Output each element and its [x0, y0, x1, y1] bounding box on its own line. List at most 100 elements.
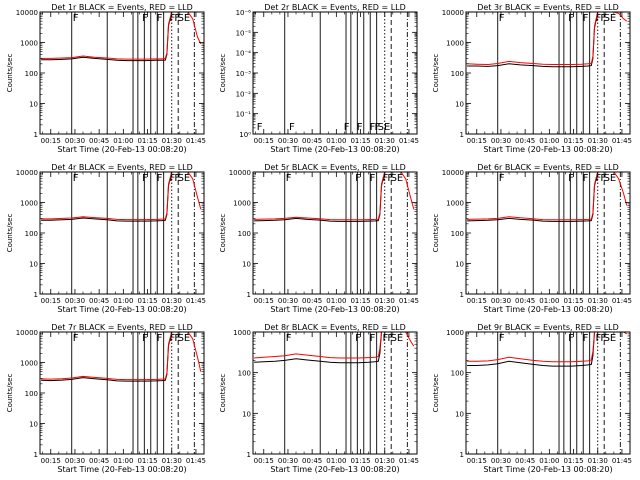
y-axis-label: Counts/sec [432, 214, 440, 253]
y-axis-label: Counts/sec [219, 374, 227, 413]
y-tick-label: 100 [25, 390, 38, 398]
y-tick-label: 10000 [16, 9, 38, 17]
y-tick-label: 1 [34, 291, 38, 299]
panel-title: Det 6r BLACK = Events, RED = LLD [477, 163, 619, 172]
x-tick-label: 01:00 [113, 137, 133, 145]
series-line-lld [41, 12, 202, 60]
x-tick-label: 01:45 [186, 297, 206, 305]
flag-label: F [170, 173, 176, 184]
x-tick-label: 01:15 [350, 457, 370, 465]
x-tick-label: 00:45 [515, 297, 535, 305]
y-tick-label: 1000 [20, 40, 38, 48]
y-tick-label: 1000 [20, 200, 38, 208]
plot-frame [465, 11, 631, 135]
series-line-lld [41, 172, 202, 221]
panel-title: Det 5r BLACK = Events, RED = LLD [264, 163, 406, 172]
flag-label: F [357, 122, 363, 133]
y-tick-label: 10 [455, 101, 464, 109]
flag-label: F [73, 333, 79, 344]
flag-label: SE [604, 333, 617, 344]
flag-label: F [355, 173, 361, 184]
flag-label: SE [378, 122, 391, 133]
x-axis-label: Start Time (20-Feb-13 00:08:20) [483, 305, 612, 314]
marker-lines [497, 12, 621, 134]
x-tick-label: 01:00 [113, 297, 133, 305]
flag-label: SE [178, 13, 191, 24]
x-tick-label: 01:15 [137, 457, 157, 465]
y-tick-label: 1000 [20, 360, 38, 368]
series-line-events [467, 12, 601, 68]
x-tick-label: 01:15 [563, 297, 583, 305]
series-line-events [41, 332, 175, 382]
y-tick-label: 100 [451, 230, 464, 238]
flag-label: F [289, 122, 295, 133]
plot-frame [465, 331, 631, 455]
flag-label: F [387, 173, 393, 184]
y-tick-label: 10000 [229, 169, 251, 177]
flag-label: F [499, 333, 505, 344]
x-tick-label: 01:00 [539, 137, 559, 145]
y-tick-label: 1 [247, 451, 251, 459]
y-tick-label: 10⁻³ [236, 70, 252, 78]
marker-lines [284, 12, 408, 134]
flag-label: F [583, 333, 589, 344]
flag-label: SE [178, 333, 191, 344]
x-tick-label: 01:45 [612, 457, 632, 465]
x-tick-label: 01:15 [350, 297, 370, 305]
x-tick-label: 00:15 [41, 137, 61, 145]
flag-label: F [596, 173, 602, 184]
x-tick-label: 00:45 [89, 457, 109, 465]
y-tick-label: 1 [460, 451, 464, 459]
x-axis-label: Start Time (20-Feb-13 00:08:20) [483, 145, 612, 154]
y-tick-label: 10⁻⁶ [236, 9, 252, 17]
flag-label: F [499, 173, 505, 184]
marker-lines [497, 332, 621, 454]
flag-label: F [157, 173, 163, 184]
x-tick-label: 01:45 [186, 137, 206, 145]
flag-label: F [387, 333, 393, 344]
x-tick-label: 00:45 [302, 137, 322, 145]
flag-label: F [568, 13, 574, 24]
x-tick-label: 01:30 [162, 137, 182, 145]
marker-lines [71, 172, 195, 294]
flag-label: F [174, 333, 180, 344]
x-tick-label: 01:45 [399, 297, 419, 305]
x-axis-label: Start Time (20-Feb-13 00:08:20) [57, 465, 186, 474]
x-tick-label: 01:30 [375, 297, 395, 305]
x-tick-label: 00:45 [302, 297, 322, 305]
x-tick-label: 01:00 [326, 457, 346, 465]
y-tick-label: 1 [247, 291, 251, 299]
flag-label: F [499, 13, 505, 24]
x-tick-label: 01:45 [612, 297, 632, 305]
series-line-events [41, 172, 175, 222]
y-tick-label: 1000 [233, 329, 251, 337]
x-tick-label: 00:45 [302, 457, 322, 465]
x-tick-label: 00:15 [41, 457, 61, 465]
flag-label: F [374, 122, 380, 133]
plot-frame [252, 11, 418, 135]
marker-lines [497, 172, 621, 294]
flag-label: F [370, 122, 376, 133]
flag-label: F [73, 173, 79, 184]
y-tick-label: 10 [29, 421, 38, 429]
y-axis-label: Counts/sec [219, 54, 227, 93]
x-tick-label: 01:30 [588, 457, 608, 465]
flag-label: F [600, 333, 606, 344]
flag-label: F [257, 122, 263, 133]
flag-label: F [157, 333, 163, 344]
flag-label: F [596, 13, 602, 24]
x-tick-label: 01:30 [588, 137, 608, 145]
x-tick-label: 01:00 [326, 137, 346, 145]
y-axis-label: Counts/sec [6, 214, 14, 253]
x-tick-label: 00:15 [467, 137, 487, 145]
series-line-lld [254, 172, 415, 221]
marker-lines [71, 332, 195, 454]
x-tick-label: 00:30 [65, 297, 85, 305]
panel-title: Det 8r BLACK = Events, RED = LLD [264, 323, 406, 332]
x-tick-label: 01:30 [162, 297, 182, 305]
y-tick-label: 10⁻⁵ [236, 29, 252, 37]
flag-label: F [568, 173, 574, 184]
x-tick-label: 00:15 [254, 297, 274, 305]
